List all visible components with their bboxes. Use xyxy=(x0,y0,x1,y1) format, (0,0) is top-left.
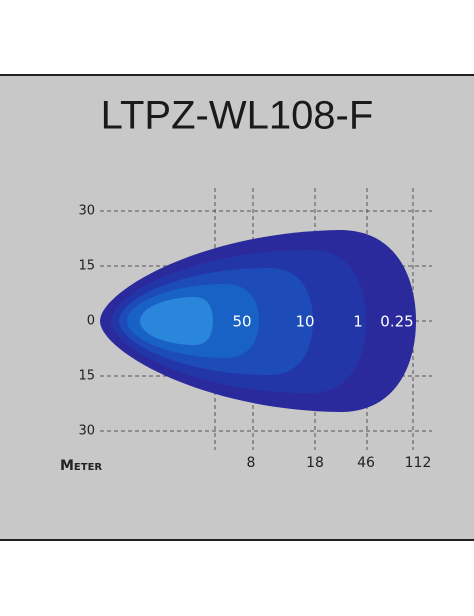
title: LTPZ-WL108-F xyxy=(101,94,374,138)
y-label: 30 xyxy=(78,424,95,439)
zone-label: 0.25 xyxy=(380,313,413,331)
x-label: 112 xyxy=(405,455,432,471)
zone-label: 50 xyxy=(232,313,251,331)
zone-label: 10 xyxy=(295,313,314,331)
zone-labels: 50 10 1 0.25 xyxy=(232,313,413,331)
x-axis-label: Meter xyxy=(60,458,102,474)
y-label: 15 xyxy=(78,369,95,384)
x-labels: 8 18 46 112 xyxy=(247,455,432,471)
x-label: 46 xyxy=(357,455,375,471)
zone-core xyxy=(140,297,213,345)
y-label: 15 xyxy=(78,259,95,274)
zone-label: 1 xyxy=(353,313,363,331)
y-label: 0 xyxy=(87,314,95,329)
y-labels: 30 15 0 15 30 xyxy=(78,204,95,439)
x-label: 18 xyxy=(306,455,324,471)
y-label: 30 xyxy=(78,204,95,219)
x-label: 8 xyxy=(247,455,256,471)
